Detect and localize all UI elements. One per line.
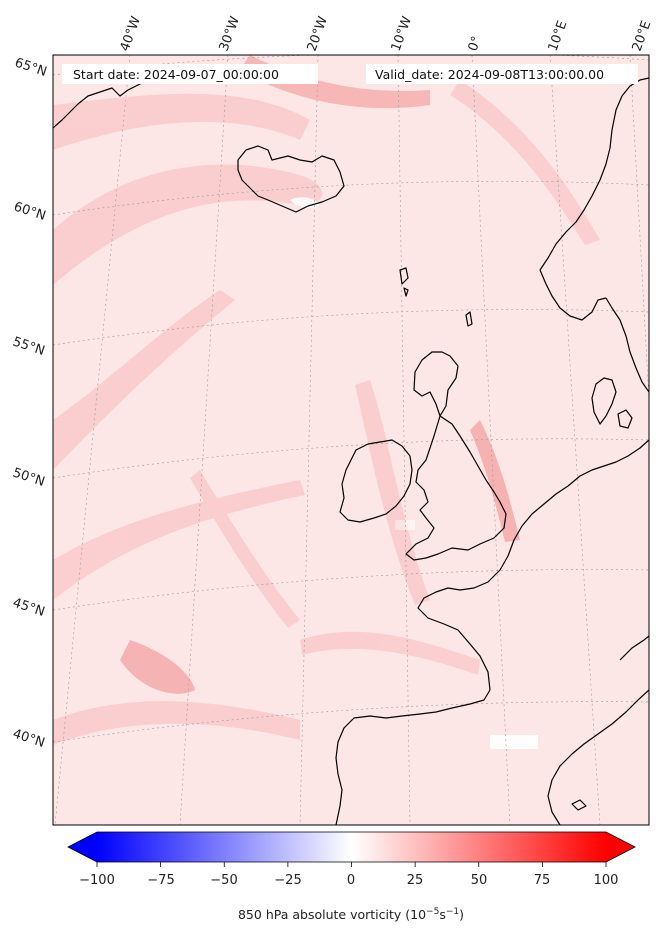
sweden-coast — [605, 297, 649, 393]
denmark-coast — [591, 377, 633, 429]
colorbar-extend-high — [606, 832, 635, 862]
vorticity-shading — [53, 55, 600, 745]
ireland-coast — [339, 439, 413, 523]
map-frame — [52, 54, 650, 826]
colorbar-tick-label: 0 — [347, 873, 355, 888]
continent-coast — [417, 439, 649, 691]
lat-label-40n: 40°N — [11, 727, 47, 751]
meridian-0 — [471, 55, 511, 825]
colorbar-tick-label: 25 — [407, 873, 424, 888]
norway-coast — [539, 77, 649, 321]
faroe-islands — [399, 267, 409, 297]
start-date-label: Start date: 2024-09-07_00:00:00 — [73, 67, 279, 82]
lat-label-55n: 55°N — [11, 335, 47, 359]
colorbar: −100 −75 −50 −25 0 25 50 75 100 850 hPa … — [67, 831, 636, 922]
colorbar-tick-labels: −100 −75 −50 −25 0 25 50 75 100 — [79, 873, 618, 888]
colorbar-title: 850 hPa absolute vorticity (10−5s−1) — [238, 907, 464, 922]
colorbar-ticks — [96, 862, 607, 867]
iberia-coast — [335, 689, 491, 825]
map-area[interactable] — [53, 53, 649, 825]
shetland-islands — [465, 311, 473, 327]
lon-label-40w: 40°W — [118, 14, 144, 53]
colorbar-tick-label: −100 — [79, 873, 115, 888]
lon-label-20e: 20°E — [630, 19, 655, 54]
graticule — [53, 55, 649, 825]
low-vorticity-patches — [290, 197, 538, 749]
lat-label-60n: 60°N — [12, 200, 48, 224]
lat-label-50n: 50°N — [11, 466, 47, 490]
lat-label-45n: 45°N — [11, 596, 47, 620]
scotland-coast — [413, 351, 459, 417]
meridian-40w — [54, 55, 131, 825]
longitude-labels: 40°W 30°W 20°W 10°W 0° 10°E 20°E — [118, 14, 655, 53]
valid-date-box — [366, 64, 638, 84]
french-med-coast — [619, 635, 649, 661]
mallorca — [571, 799, 587, 811]
meridian-30w — [179, 55, 229, 825]
colorbar-tick-label: 100 — [594, 873, 619, 888]
lon-label-0: 0° — [466, 34, 485, 53]
meridian-20w — [299, 55, 319, 825]
colorbar-tick-label: −75 — [147, 873, 174, 888]
iberia-east-coast — [547, 689, 649, 825]
meridian-10w — [397, 55, 411, 825]
colorbar-tick-label: 75 — [534, 873, 551, 888]
great-britain-coast — [405, 415, 507, 561]
coastlines — [53, 73, 649, 825]
start-date-box — [62, 64, 318, 84]
lon-label-10e: 10°E — [546, 19, 571, 54]
lat-label-65n: 65°N — [13, 56, 49, 80]
valid-date-label: Valid_date: 2024-09-08T13:00:00.00 — [375, 67, 604, 82]
colorbar-tick-label: −25 — [274, 873, 301, 888]
meridian-10e — [549, 55, 601, 825]
colorbar-extend-low — [68, 832, 97, 862]
lon-label-10w: 10°W — [389, 14, 415, 53]
iceland-coast — [237, 145, 345, 213]
latitude-labels: 65°N 60°N 55°N 50°N 45°N 40°N — [11, 56, 49, 751]
colorbar-tick-label: −50 — [210, 873, 237, 888]
lon-label-30w: 30°W — [217, 14, 243, 53]
colorbar-tick-label: 50 — [471, 873, 488, 888]
colorbar-body — [97, 832, 606, 862]
lon-label-20w: 20°W — [305, 14, 331, 53]
